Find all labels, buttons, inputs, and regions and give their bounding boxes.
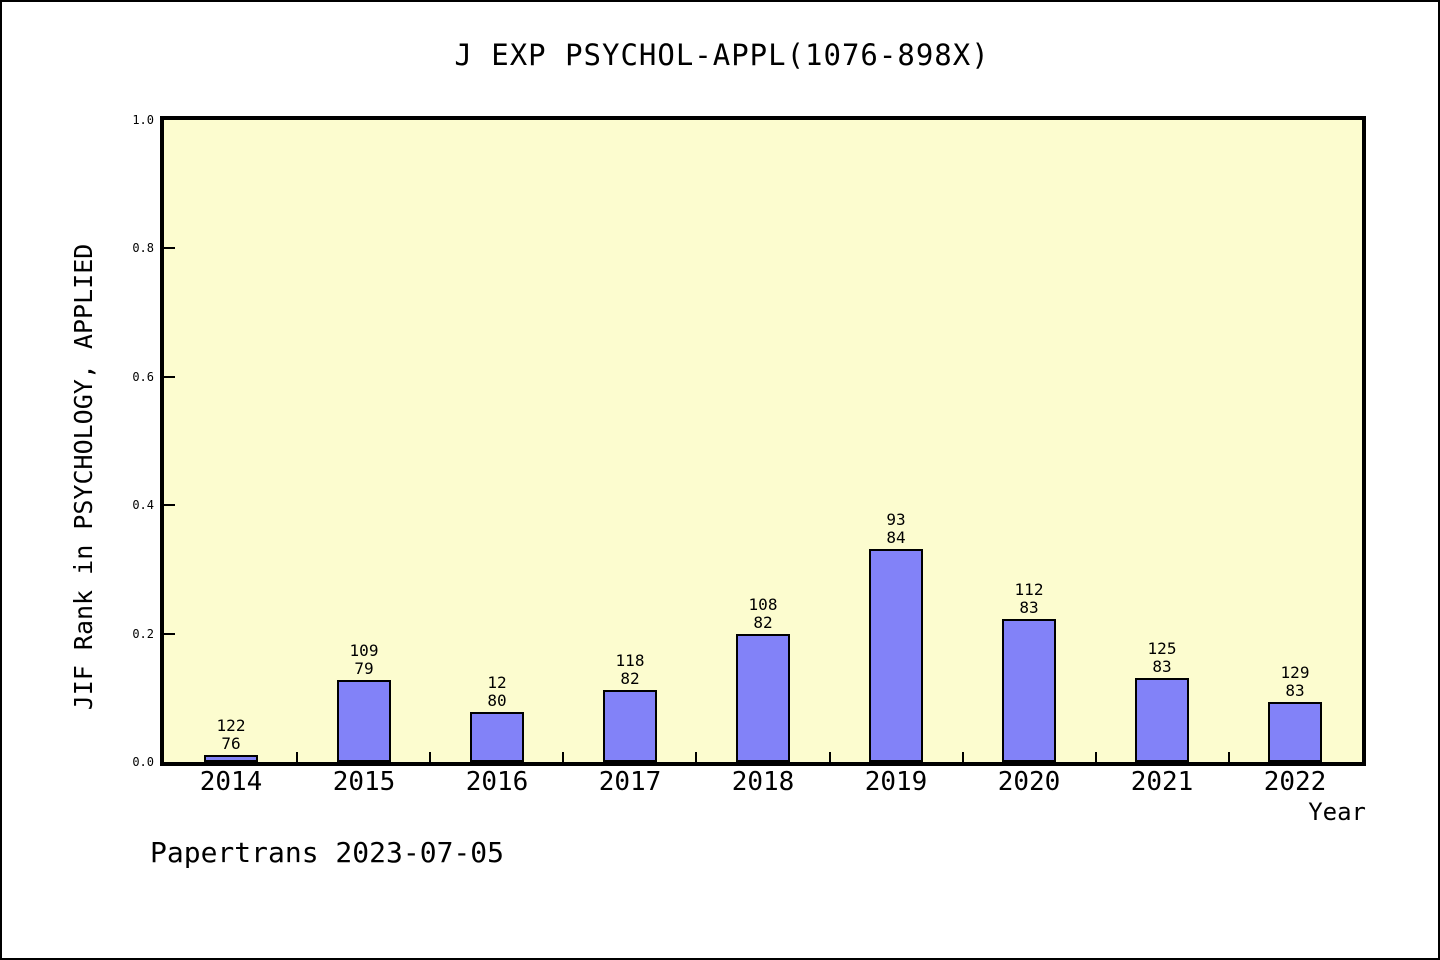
y-tick-label: 0.4: [132, 498, 154, 513]
x-tick-mark: [961, 752, 964, 762]
bar: [736, 634, 790, 762]
y-tick-label: 0.2: [132, 626, 154, 641]
x-tick-label: 2014: [199, 767, 263, 797]
bar-value-label: 112 83: [1014, 580, 1044, 617]
x-tick-mark: [296, 752, 299, 762]
y-tick-label: 0.6: [132, 369, 154, 384]
bar: [337, 680, 391, 762]
bar: [1135, 678, 1189, 762]
x-tick-label: 2015: [332, 767, 396, 797]
bar: [1268, 702, 1322, 762]
bar: [204, 755, 258, 762]
y-tick-mark: [164, 375, 175, 378]
bar: [603, 690, 657, 762]
x-tick-label: 2016: [465, 767, 529, 797]
bar-value-label: 109 79: [349, 641, 379, 678]
x-tick-mark: [695, 752, 698, 762]
x-tick-label: 2021: [1130, 767, 1194, 797]
y-tick-mark: [164, 247, 175, 250]
bar-value-label: 122 76: [216, 716, 246, 753]
x-tick-mark: [562, 752, 565, 762]
y-tick-mark: [164, 632, 175, 635]
bar: [1002, 619, 1056, 762]
bar-value-label: 118 82: [615, 651, 645, 688]
bar-value-label: 108 82: [748, 595, 778, 632]
bar: [869, 549, 923, 762]
bar: [470, 712, 524, 762]
x-tick-mark: [828, 752, 831, 762]
chart-title: J EXP PSYCHOL-APPL(1076-898X): [454, 38, 990, 72]
plot-area: 122 76 109 79 12 80 118 82 108 82 93 84 112 83…: [160, 116, 1366, 766]
bar-value-label: 129 83: [1280, 663, 1310, 700]
bar-value-label: 12 80: [487, 673, 507, 710]
bar-value-label: 125 83: [1147, 639, 1177, 676]
x-tick-mark: [1094, 752, 1097, 762]
x-tick-mark: [429, 752, 432, 762]
y-tick-label: 1.0: [132, 113, 154, 127]
y-tick-label: 0.0: [132, 755, 154, 769]
y-tick-mark: [164, 504, 175, 507]
x-tick-label: 2018: [731, 767, 795, 797]
x-tick-mark: [1227, 752, 1230, 762]
y-axis-label: JIF Rank in PSYCHOLOGY, APPLIED: [69, 243, 98, 711]
y-tick-label: 0.8: [132, 241, 154, 256]
x-tick-label: 2019: [864, 767, 928, 797]
x-axis-title: Year: [1308, 798, 1366, 826]
footer-text: Papertrans 2023-07-05: [150, 836, 505, 869]
bar-value-label: 93 84: [886, 510, 906, 547]
x-tick-label: 2017: [598, 767, 662, 797]
x-tick-label: 2022: [1263, 767, 1327, 797]
x-tick-label: 2020: [997, 767, 1061, 797]
